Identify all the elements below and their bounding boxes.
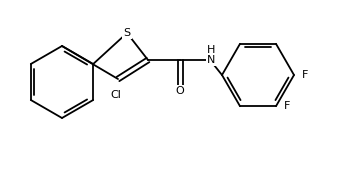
- Text: H
N: H N: [207, 45, 215, 65]
- Text: F: F: [284, 101, 291, 111]
- Text: F: F: [302, 70, 308, 80]
- Text: Cl: Cl: [110, 90, 121, 100]
- Text: O: O: [176, 86, 184, 96]
- Text: S: S: [123, 28, 131, 38]
